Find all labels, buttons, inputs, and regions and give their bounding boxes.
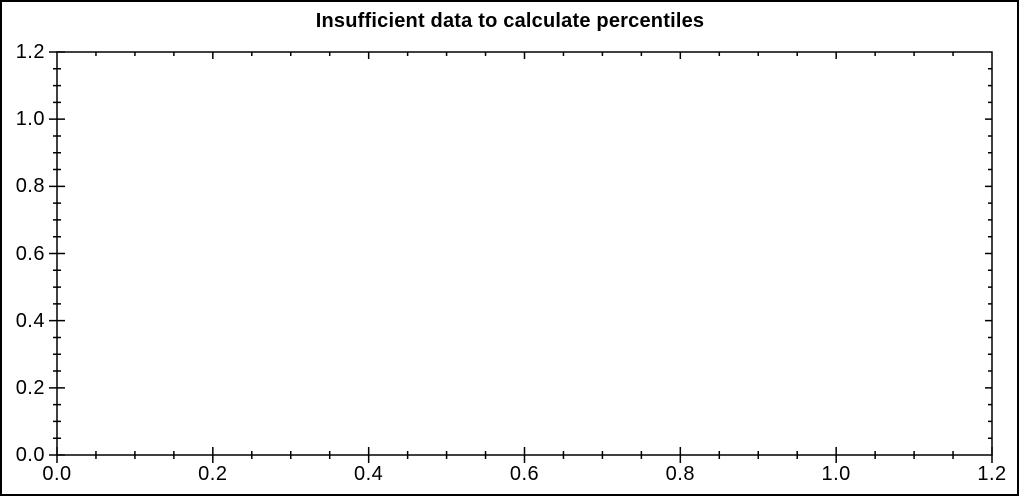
x-axis-tick-label: 0.2 — [198, 463, 228, 485]
axis-tick-marks — [49, 51, 993, 463]
plot-box-frame — [56, 51, 993, 456]
x-axis-tick-label: 0.6 — [509, 463, 540, 485]
x-axis-tick-label: 1.0 — [821, 463, 851, 485]
x-axis-tick-label: 1.2 — [977, 463, 1007, 485]
y-axis-tick-label: 0.6 — [15, 242, 45, 265]
y-axis-tick-label: 0.8 — [15, 175, 45, 198]
x-axis-tick-label: 0.8 — [665, 463, 695, 485]
x-axis-tick-label: 0.0 — [42, 463, 72, 485]
x-axis-tick-label: 0.4 — [354, 463, 384, 485]
y-axis-tick-label: 1.2 — [15, 41, 45, 63]
y-axis-tick-label: 1.0 — [15, 108, 45, 131]
y-axis-tick-label: 0.4 — [15, 309, 45, 332]
y-axis-tick-label: 0.0 — [15, 444, 45, 466]
chart-title: Insufficient data to calculate percentil… — [315, 10, 705, 32]
y-axis-tick-label: 0.2 — [15, 376, 45, 399]
